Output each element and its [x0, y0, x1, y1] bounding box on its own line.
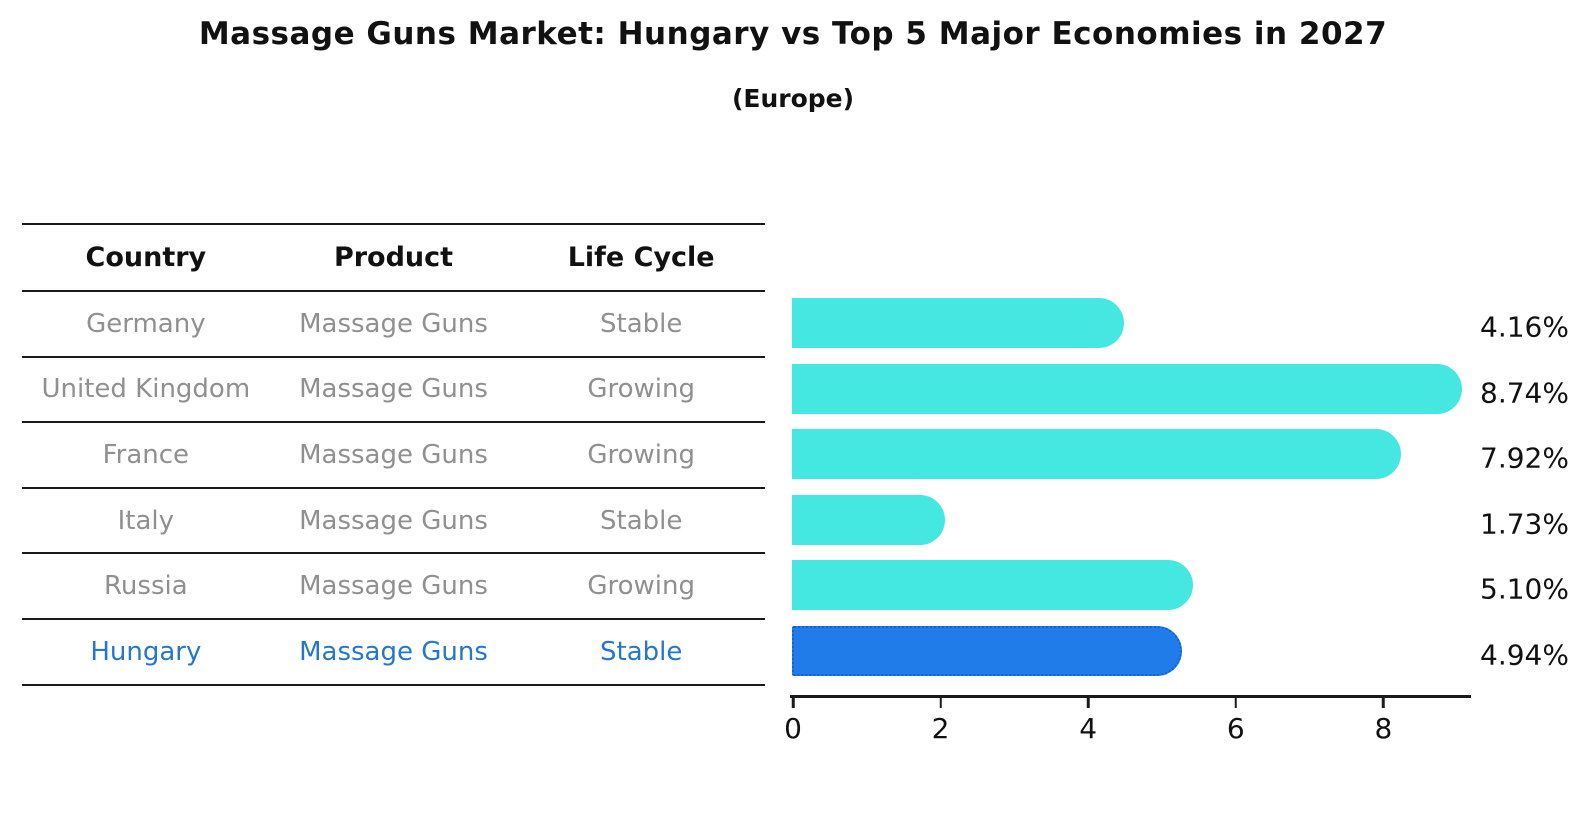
x-axis-tick-mark — [1234, 697, 1238, 708]
chart-title: Massage Guns Market: Hungary vs Top 5 Ma… — [198, 16, 1388, 52]
bar-value-label: 5.10% — [1480, 572, 1569, 606]
bar-value-label: 4.94% — [1480, 638, 1569, 672]
cell-life-cycle: Stable — [600, 308, 683, 339]
cell-product: Massage Guns — [299, 505, 488, 536]
cell-country: France — [102, 439, 190, 470]
x-axis-tick-mark — [939, 697, 942, 708]
x-axis-tick-mark — [1382, 697, 1385, 708]
x-axis-tick-mark — [791, 697, 795, 708]
column-header-product: Product — [333, 242, 454, 273]
bar-russia — [792, 560, 1194, 611]
cell-country: Italy — [117, 505, 175, 536]
cell-product: Massage Guns — [299, 636, 488, 667]
cell-product: Massage Guns — [299, 308, 488, 339]
cell-country: Hungary — [90, 636, 202, 667]
cell-country: Germany — [86, 308, 206, 339]
chart-subtitle: (Europe) — [731, 84, 855, 113]
cell-product: Massage Guns — [299, 571, 488, 602]
bar-hungary — [792, 626, 1182, 676]
cell-product: Massage Guns — [299, 374, 488, 405]
bar-france — [792, 429, 1402, 480]
x-axis-tick-label: 0 — [784, 712, 802, 745]
bar-germany — [792, 298, 1124, 348]
x-axis-line — [790, 695, 1471, 698]
bar-value-label: 7.92% — [1480, 441, 1569, 475]
table-header-row: Country Product Life Cycle — [22, 225, 765, 292]
country-table: Country Product Life Cycle Germany Massa… — [22, 223, 765, 686]
bar-value-label: 8.74% — [1480, 376, 1569, 410]
cell-life-cycle: Stable — [600, 505, 683, 536]
cell-life-cycle: Growing — [587, 439, 695, 470]
table-row-france: France Massage Guns Growing — [22, 423, 765, 489]
table-row-russia: Russia Massage Guns Growing — [22, 554, 765, 620]
cell-product: Massage Guns — [299, 439, 488, 470]
cell-life-cycle: Stable — [600, 636, 683, 667]
bar-italy — [792, 494, 945, 545]
x-axis-tick-label: 8 — [1374, 712, 1393, 745]
x-axis-tick-label: 4 — [1079, 712, 1098, 745]
table-row-germany: Germany Massage Guns Stable — [22, 292, 765, 358]
bar-value-label: 1.73% — [1480, 507, 1569, 541]
cell-life-cycle: Growing — [587, 571, 695, 602]
cell-life-cycle: Growing — [587, 374, 695, 405]
table-row-hungary: Hungary Massage Guns Stable — [22, 620, 765, 686]
table-row-united-kingdom: United Kingdom Massage Guns Growing — [22, 358, 765, 424]
x-axis-tick-mark — [1086, 697, 1090, 708]
cell-country: United Kingdom — [41, 374, 251, 405]
table-row-italy: Italy Massage Guns Stable — [22, 489, 765, 555]
bar-united-kingdom — [792, 363, 1462, 414]
bar-value-label: 4.16% — [1480, 310, 1569, 344]
column-header-country: Country — [85, 242, 207, 273]
cell-country: Russia — [104, 571, 188, 602]
column-header-life-cycle: Life Cycle — [567, 242, 715, 273]
x-axis-tick-label: 2 — [931, 712, 950, 745]
x-axis-tick-label: 6 — [1226, 712, 1245, 745]
